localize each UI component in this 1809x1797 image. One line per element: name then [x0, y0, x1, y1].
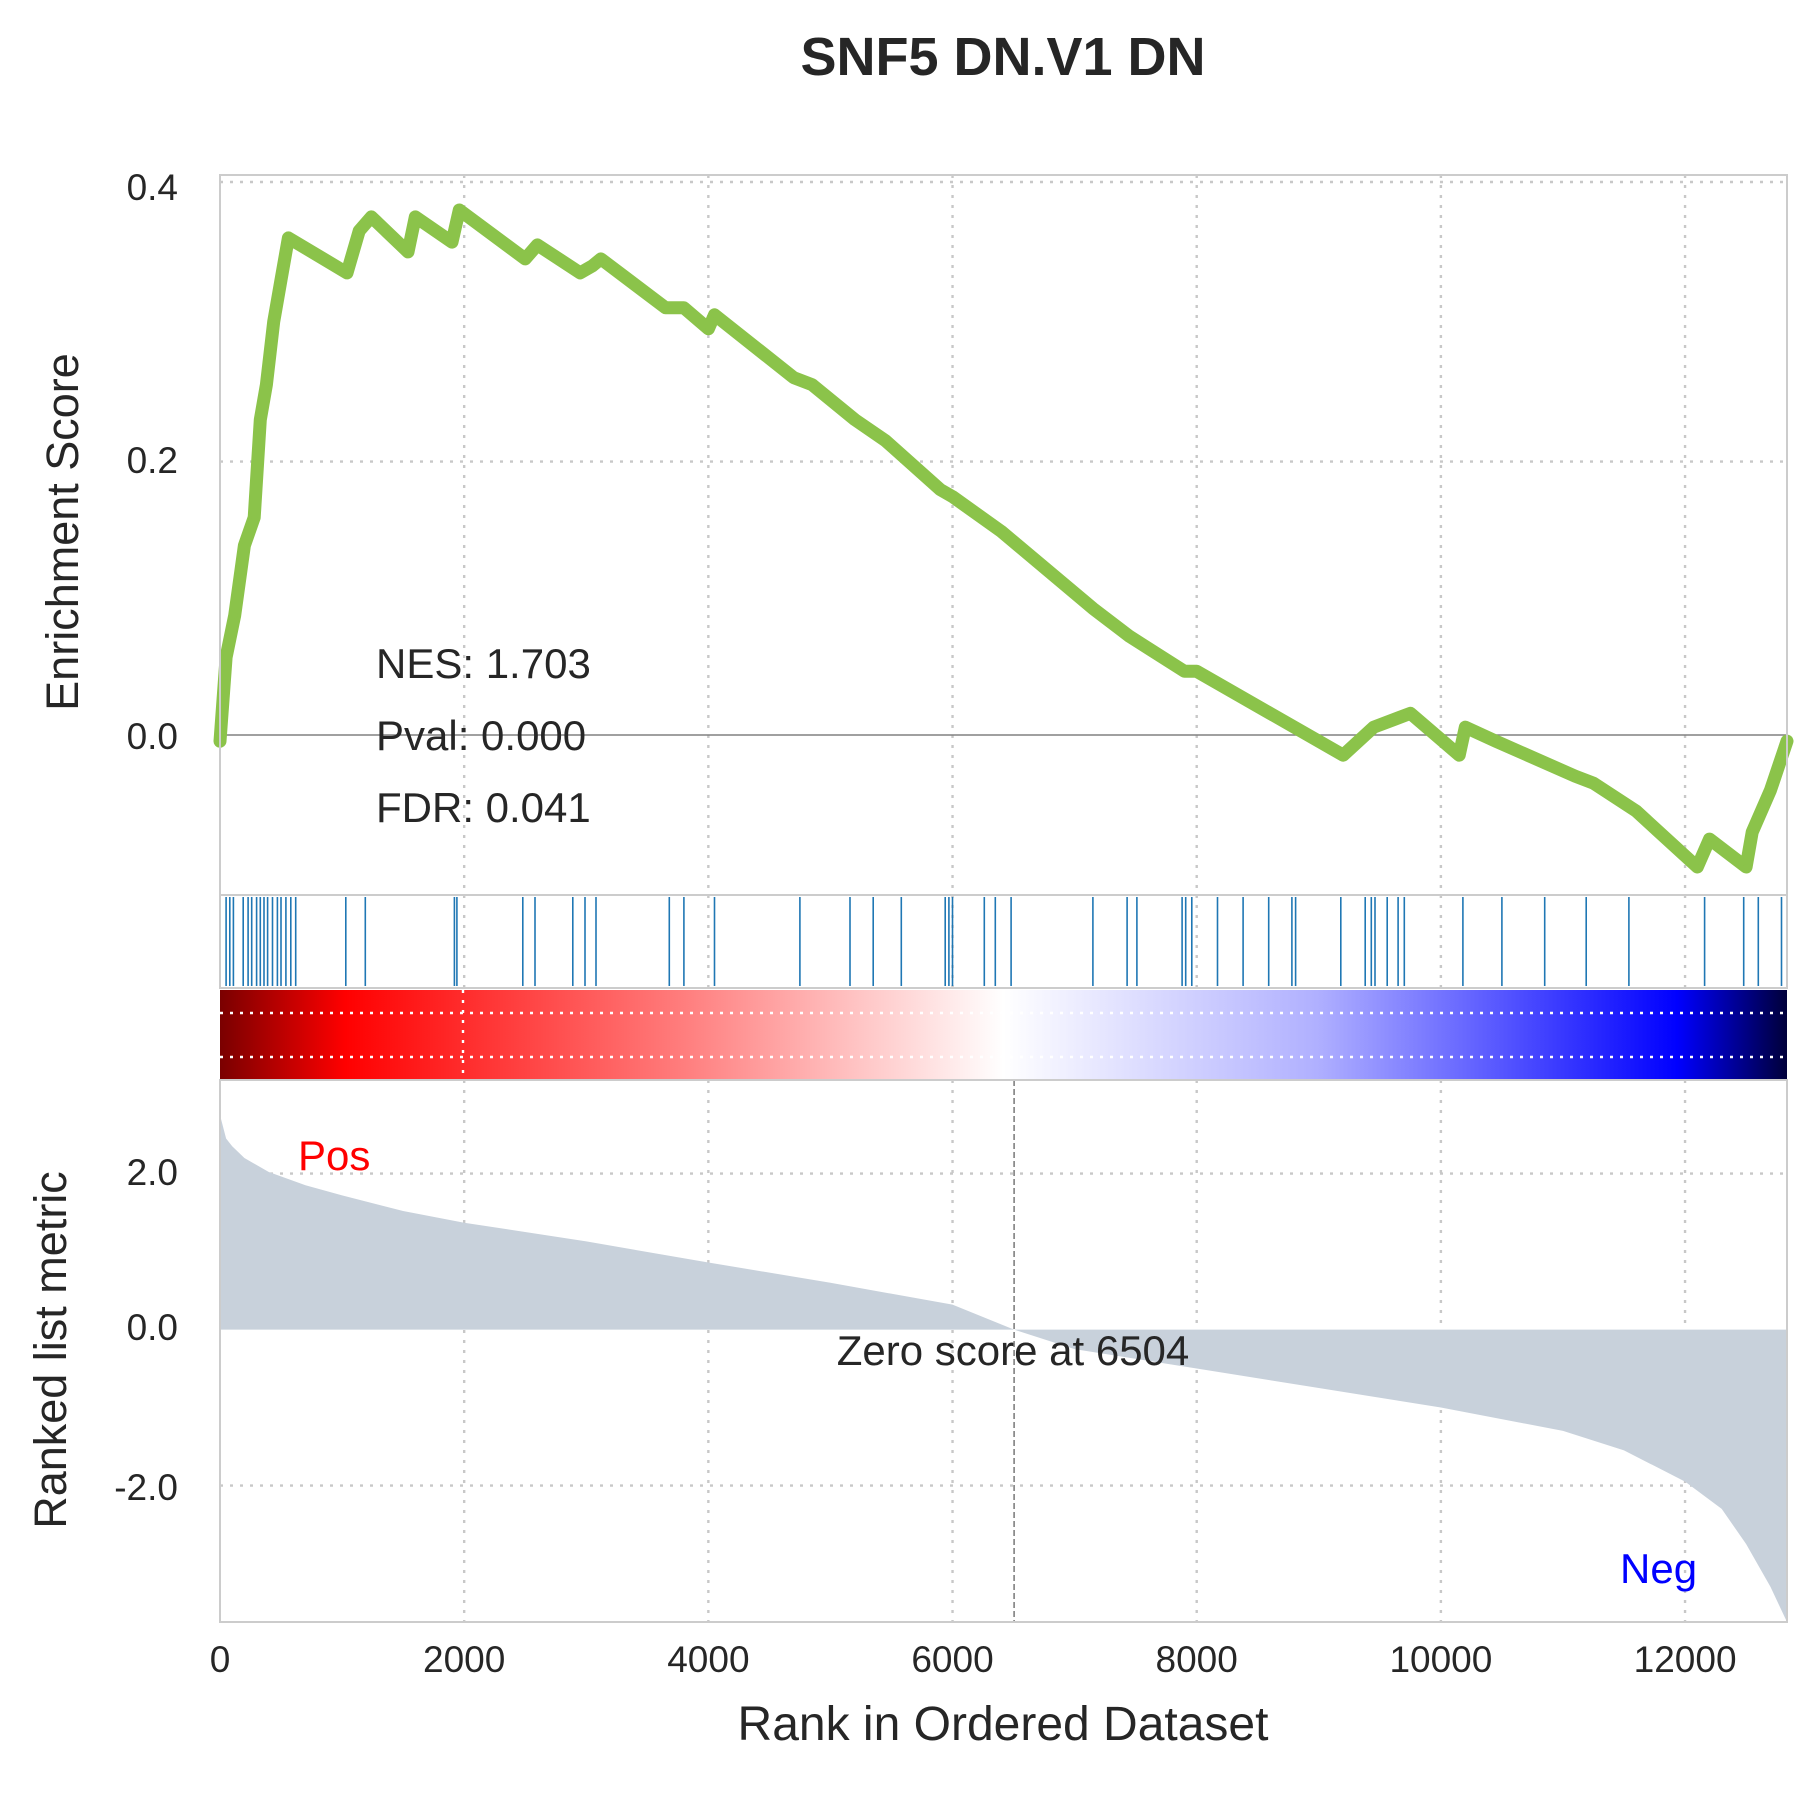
x-tick-label: 6000 [911, 1639, 993, 1680]
es-point [223, 654, 230, 661]
es-point [251, 514, 258, 521]
es-point [1407, 710, 1414, 717]
x-tick-label: 2000 [423, 1639, 505, 1680]
es-point [1193, 668, 1200, 675]
es-point [1089, 605, 1096, 612]
es-point [522, 255, 529, 262]
es-point [597, 255, 604, 262]
x-tick-label: 10000 [1389, 1639, 1492, 1680]
es-point [278, 276, 284, 283]
es-point [1633, 808, 1640, 815]
es-point [589, 262, 596, 269]
es-point [1590, 780, 1597, 787]
metric-tick-label: 0.0 [127, 1307, 178, 1348]
es-point [356, 227, 363, 234]
es-point [241, 542, 248, 549]
es-point [937, 486, 944, 493]
enrichment-panel: 0.4 0.2 0.0 Enrichment Score NES: 1.703 … [37, 167, 1794, 896]
es-point [711, 311, 718, 318]
es-point [456, 207, 463, 213]
x-tick-label: 8000 [1156, 1639, 1238, 1680]
es-point [449, 239, 455, 246]
es-point [1267, 710, 1273, 717]
metric-tick-label: -2.0 [114, 1467, 178, 1508]
es-point [263, 381, 270, 388]
fdr-text: FDR: 0.041 [376, 784, 591, 831]
es-point [1370, 724, 1377, 731]
es-point [1456, 752, 1463, 759]
es-point [270, 318, 277, 325]
es-point [344, 269, 350, 276]
es-point [534, 241, 541, 248]
pos-label: Pos [298, 1132, 370, 1179]
es-point [285, 234, 292, 241]
es-point [1767, 787, 1774, 794]
neg-label: Neg [1620, 1545, 1697, 1592]
es-point [790, 374, 797, 381]
es-point [1694, 864, 1701, 870]
pval-text: Pval: 0.000 [376, 712, 586, 759]
es-point [998, 528, 1005, 535]
es-point [231, 612, 238, 619]
es-point [1743, 864, 1750, 870]
es-point [1126, 633, 1133, 640]
es-point [1572, 773, 1579, 780]
es-point [1462, 724, 1469, 731]
hits-frame [219, 894, 1788, 989]
es-point [1749, 829, 1756, 836]
es-tick-label: 0.2 [127, 440, 178, 481]
es-point [412, 213, 419, 220]
chart-title: SNF5 DN.V1 DN [800, 27, 1205, 87]
es-tick-label: 0.4 [127, 167, 178, 208]
metric-frame [219, 1079, 1788, 1623]
es-tick-label: 0.0 [127, 716, 178, 757]
es-point [1181, 668, 1188, 675]
es-point [680, 304, 687, 311]
x-tick-label: 4000 [667, 1639, 749, 1680]
es-point [851, 416, 858, 423]
es-point [1340, 752, 1347, 759]
es-point [1492, 738, 1499, 745]
es-point [949, 493, 956, 500]
es-point [882, 437, 889, 444]
es-point [809, 381, 816, 388]
es-point [577, 269, 584, 276]
hits-panel [219, 894, 1788, 989]
es-point [405, 248, 411, 255]
es-point [368, 213, 375, 220]
x-tick-label: 0 [210, 1639, 231, 1680]
es-point [662, 304, 669, 311]
metric-area [220, 1115, 1787, 1622]
metric-tick-label: 2.0 [127, 1152, 178, 1193]
rank-colorbar [220, 990, 1787, 1080]
es-point [1706, 836, 1713, 843]
nes-text: NES: 1.703 [376, 640, 591, 687]
metric-panel: 2.0 0.0 -2.0 Ranked list metric Zero sco… [25, 1079, 1788, 1623]
x-tick-label: 12000 [1634, 1639, 1737, 1680]
es-point [705, 325, 712, 332]
zero-score-text: Zero score at 6504 [837, 1327, 1190, 1374]
rank-gradient [220, 990, 1787, 1080]
x-axis-label: Rank in Ordered Dataset [738, 1698, 1269, 1751]
x-axis: 0 2000 4000 6000 8000 10000 12000 [210, 1639, 1737, 1680]
es-line [213, 203, 1794, 874]
es-axis-label: Enrichment Score [37, 353, 88, 711]
metric-axis-label: Ranked list metric [25, 1171, 76, 1529]
es-point [257, 416, 264, 423]
